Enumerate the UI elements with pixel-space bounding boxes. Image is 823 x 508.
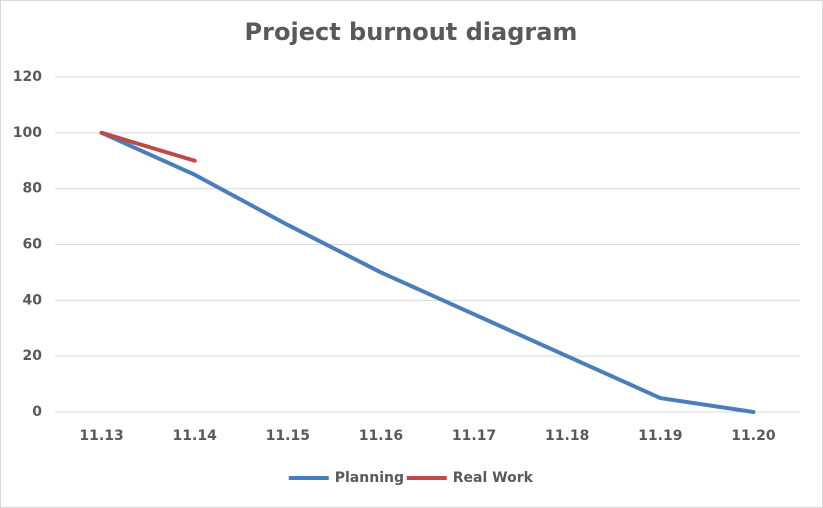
chart-title: Project burnout diagram — [245, 18, 578, 46]
y-tick-label: 120 — [13, 69, 42, 85]
y-tick-label: 100 — [13, 125, 42, 141]
x-tick-label: 11.17 — [452, 428, 496, 444]
line-series — [99, 130, 197, 163]
x-tick-label: 11.13 — [79, 428, 123, 444]
y-tick-label: 80 — [23, 181, 43, 197]
y-tick-label: 0 — [32, 404, 42, 420]
x-tick-label: 11.19 — [638, 428, 682, 444]
x-tick-label: 11.20 — [731, 428, 776, 444]
y-tick-label: 60 — [23, 237, 43, 253]
x-tick-label: 11.15 — [266, 428, 310, 444]
y-tick-label: 40 — [23, 292, 43, 308]
x-tick-label: 11.16 — [359, 428, 403, 444]
x-tick-label: 11.18 — [545, 428, 589, 444]
x-tick-label: 11.14 — [173, 428, 218, 444]
legend-label: Real Work — [453, 470, 534, 486]
line-series — [99, 130, 756, 414]
legend-label: Planning — [335, 470, 404, 486]
y-tick-label: 20 — [23, 348, 43, 364]
